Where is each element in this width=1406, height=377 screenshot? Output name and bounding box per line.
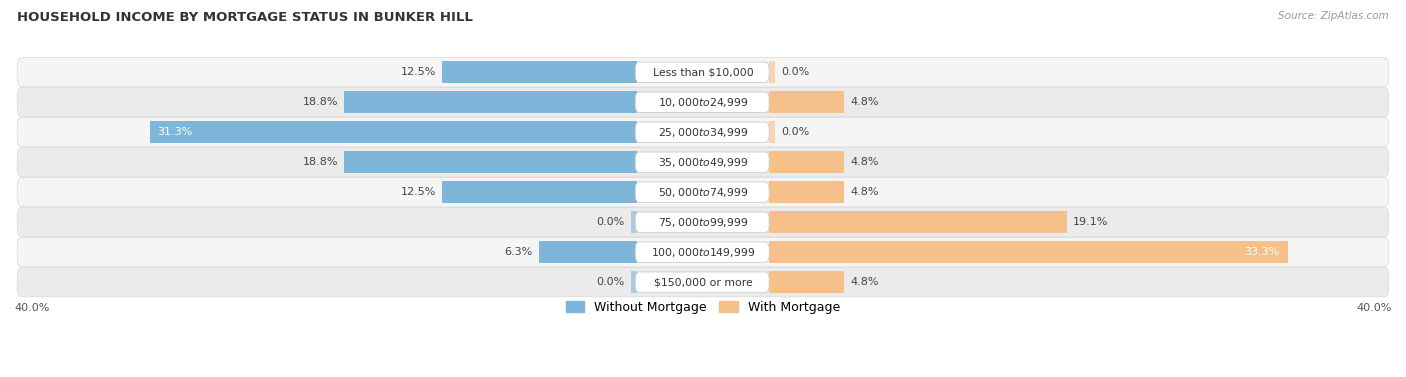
Text: Source: ZipAtlas.com: Source: ZipAtlas.com xyxy=(1278,11,1389,21)
Text: HOUSEHOLD INCOME BY MORTGAGE STATUS IN BUNKER HILL: HOUSEHOLD INCOME BY MORTGAGE STATUS IN B… xyxy=(17,11,472,24)
Bar xyxy=(344,92,637,113)
Text: 40.0%: 40.0% xyxy=(1357,303,1392,313)
Text: 4.8%: 4.8% xyxy=(851,97,879,107)
FancyBboxPatch shape xyxy=(636,242,769,262)
FancyBboxPatch shape xyxy=(17,178,1389,207)
Text: 12.5%: 12.5% xyxy=(401,67,436,77)
Text: 33.3%: 33.3% xyxy=(1244,247,1279,257)
Text: $150,000 or more: $150,000 or more xyxy=(654,277,752,287)
FancyBboxPatch shape xyxy=(636,182,769,202)
FancyBboxPatch shape xyxy=(17,207,1389,237)
Bar xyxy=(769,241,1288,263)
Bar xyxy=(769,181,844,203)
Text: 0.0%: 0.0% xyxy=(782,67,810,77)
FancyBboxPatch shape xyxy=(636,122,769,143)
Bar xyxy=(631,211,637,233)
Bar xyxy=(769,152,844,173)
Legend: Without Mortgage, With Mortgage: Without Mortgage, With Mortgage xyxy=(561,296,845,319)
Bar xyxy=(631,271,637,293)
Text: 0.0%: 0.0% xyxy=(596,217,624,227)
Bar xyxy=(769,92,844,113)
FancyBboxPatch shape xyxy=(17,267,1389,297)
Text: 0.0%: 0.0% xyxy=(596,277,624,287)
Text: $35,000 to $49,999: $35,000 to $49,999 xyxy=(658,156,748,169)
Bar xyxy=(769,211,1067,233)
Bar xyxy=(538,241,637,263)
Text: 6.3%: 6.3% xyxy=(505,247,533,257)
FancyBboxPatch shape xyxy=(636,62,769,83)
FancyBboxPatch shape xyxy=(17,118,1389,147)
Bar xyxy=(443,181,637,203)
Text: 4.8%: 4.8% xyxy=(851,277,879,287)
FancyBboxPatch shape xyxy=(17,87,1389,117)
FancyBboxPatch shape xyxy=(636,152,769,172)
Bar xyxy=(443,61,637,83)
Bar xyxy=(149,121,637,143)
Text: $50,000 to $74,999: $50,000 to $74,999 xyxy=(658,186,748,199)
Bar xyxy=(769,61,775,83)
FancyBboxPatch shape xyxy=(636,272,769,292)
Bar xyxy=(344,152,637,173)
FancyBboxPatch shape xyxy=(636,92,769,112)
Text: 18.8%: 18.8% xyxy=(302,97,337,107)
Text: $100,000 to $149,999: $100,000 to $149,999 xyxy=(651,246,755,259)
Text: Less than $10,000: Less than $10,000 xyxy=(652,67,754,77)
Text: 40.0%: 40.0% xyxy=(14,303,49,313)
FancyBboxPatch shape xyxy=(17,58,1389,87)
Text: $25,000 to $34,999: $25,000 to $34,999 xyxy=(658,126,748,139)
Text: 0.0%: 0.0% xyxy=(782,127,810,137)
FancyBboxPatch shape xyxy=(17,238,1389,267)
FancyBboxPatch shape xyxy=(636,212,769,232)
FancyBboxPatch shape xyxy=(17,147,1389,177)
Bar xyxy=(769,271,844,293)
Text: $10,000 to $24,999: $10,000 to $24,999 xyxy=(658,96,748,109)
Text: 18.8%: 18.8% xyxy=(302,157,337,167)
Text: 19.1%: 19.1% xyxy=(1073,217,1108,227)
Text: 12.5%: 12.5% xyxy=(401,187,436,197)
Text: 31.3%: 31.3% xyxy=(157,127,193,137)
Bar xyxy=(769,121,775,143)
Text: $75,000 to $99,999: $75,000 to $99,999 xyxy=(658,216,748,229)
Text: 4.8%: 4.8% xyxy=(851,157,879,167)
Text: 4.8%: 4.8% xyxy=(851,187,879,197)
